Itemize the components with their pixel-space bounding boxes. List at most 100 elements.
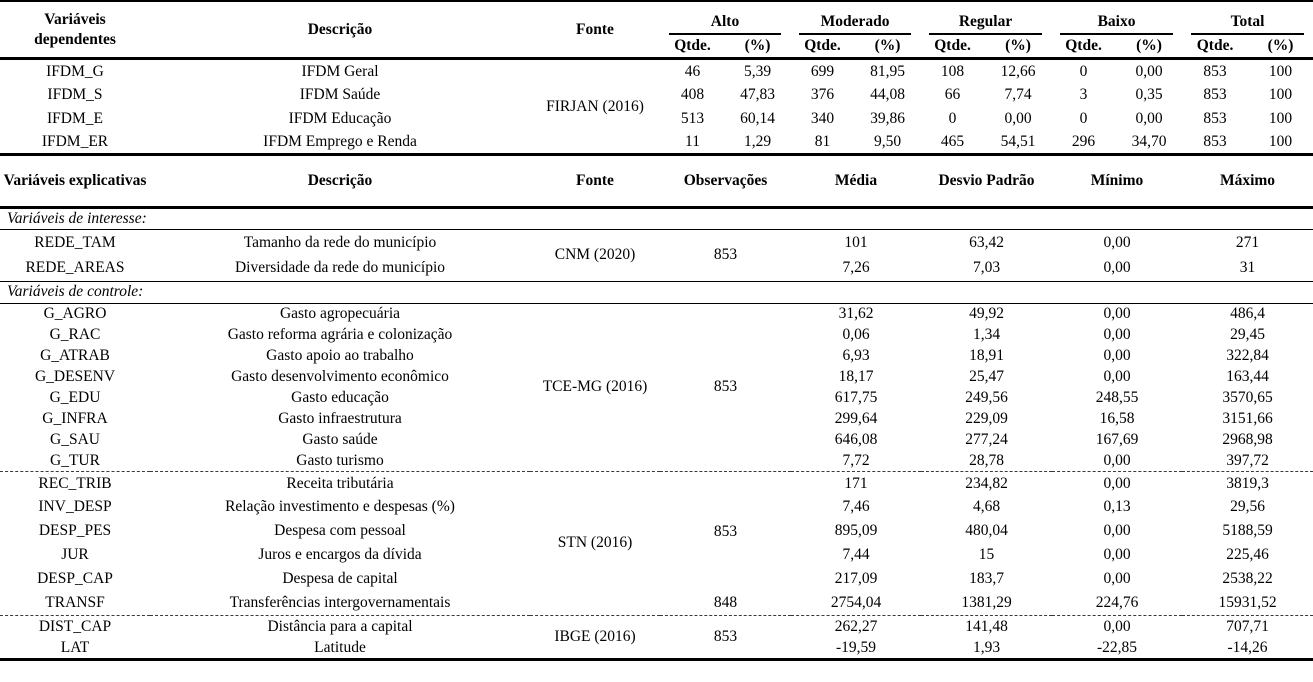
cell-source-merged: IBGE (2016) (554, 627, 636, 645)
cell-baixo-qty: 0 (1079, 62, 1088, 80)
t2-header: Variáveis explicativas Descrição Fonte O… (0, 156, 1313, 207)
cell-min: 0,00 (1103, 451, 1131, 469)
section-row-interesse: Variáveis de interesse: (0, 207, 1313, 229)
cell-alto-qty: 513 (680, 109, 705, 127)
t1-subheader-qty-regular: Qtde. (934, 37, 971, 55)
cell-min: 16,58 (1099, 409, 1135, 427)
cell-std: 277,24 (965, 430, 1008, 448)
cell-std: 141,48 (965, 617, 1008, 635)
t1-subheader-qty-moderado: Qtde. (804, 37, 841, 55)
cell-alto-pct: 5,39 (743, 62, 772, 80)
cell-variable: G_RAC (49, 325, 101, 343)
cell-min: 0,00 (1103, 522, 1131, 540)
cell-mean: 617,75 (834, 388, 878, 406)
table-row-desp-cap: DESP_CAP Despesa de capital 217,09 183,7… (0, 567, 1313, 591)
cell-total-qty: 853 (1203, 109, 1227, 127)
group-label-moderado: Moderado (799, 12, 912, 35)
cell-variable: G_TUR (50, 451, 100, 469)
cell-max: 3819,3 (1226, 474, 1269, 492)
cell-mean: 217,09 (834, 570, 878, 588)
table-row-g-desenv: G_DESENV Gasto desenvolvimento econômico… (0, 366, 1313, 387)
table-row-ifdm-g: IFDM_G IFDM Geral FIRJAN (2016) 46 5,39 … (0, 59, 1313, 115)
cell-variable: DESP_CAP (37, 570, 113, 588)
cell-min: 0,00 (1103, 325, 1131, 343)
cell-baixo-qty: 296 (1071, 133, 1096, 151)
cell-std: 249,56 (965, 388, 1008, 406)
cell-moderado-qty: 699 (810, 62, 835, 80)
cell-std: 1,93 (972, 638, 1001, 656)
cell-mean: 646,08 (834, 430, 878, 448)
t1-header: Variáveis dependentes Descrição Fonte Al… (0, 1, 1313, 59)
table-row-rec-trib: REC_TRIB Receita tributária STN (2016) 8… (0, 471, 1313, 552)
cell-alto-qty: 408 (680, 85, 705, 103)
t1-header-source: Fonte (576, 20, 614, 38)
t1-subheader-pct-total: (%) (1267, 37, 1294, 55)
cell-description: IFDM Educação (288, 109, 392, 127)
cell-regular-pct: 12,66 (1000, 62, 1036, 80)
cell-total-pct: 100 (1268, 133, 1293, 151)
t1-subheader-qty-alto: Qtde. (674, 37, 711, 55)
cell-moderado-qty: 81 (814, 133, 831, 151)
cell-observations-merged: 853 (713, 246, 738, 264)
cell-max: 31 (1239, 259, 1256, 277)
t2-header-source: Fonte (576, 172, 614, 190)
cell-total-pct: 100 (1268, 62, 1293, 80)
cell-mean: 7,46 (842, 498, 870, 516)
cell-min: 0,00 (1103, 233, 1131, 251)
cell-observations-merged: 853 (713, 627, 738, 645)
cell-regular-qty: 66 (944, 85, 961, 103)
cell-variable: IFDM_S (47, 85, 103, 103)
cell-std: 1381,29 (961, 594, 1012, 612)
cell-std: 183,7 (969, 570, 1004, 588)
section-label-interesse: Variáveis de interesse: (7, 209, 147, 227)
cell-std: 25,47 (969, 367, 1004, 385)
cell-description: Diversidade da rede do município (234, 259, 446, 277)
cell-total-pct: 100 (1268, 85, 1293, 103)
cell-min: 248,55 (1095, 388, 1139, 406)
cell-max: 163,44 (1226, 367, 1269, 385)
table-row-g-agro: G_AGRO Gasto agropecuária TCE-MG (2016) … (0, 303, 1313, 395)
cell-variable: REDE_TAM (34, 233, 116, 251)
cell-mean: 7,72 (842, 451, 870, 469)
t2-header-std: Desvio Padrão (938, 172, 1035, 190)
cell-variable: G_DESENV (34, 367, 116, 385)
cell-max: 3570,65 (1222, 388, 1273, 406)
cell-std: 1,34 (972, 325, 1001, 343)
table-row-ifdm-er: IFDM_ER IFDM Emprego e Renda 11 1,29 81 … (0, 131, 1313, 155)
cell-source-merged: STN (2016) (557, 534, 633, 552)
cell-variable: REDE_AREAS (25, 259, 125, 277)
t2-header-description: Descrição (307, 172, 373, 190)
cell-total-qty: 853 (1203, 85, 1227, 103)
table-row-lat: LAT Latitude -19,59 1,93 -22,85 -14,26 (0, 637, 1313, 659)
cell-max: -14,26 (1227, 638, 1268, 656)
section-row-controle: Variáveis de controle: (0, 281, 1313, 303)
cell-total-qty: 853 (1203, 62, 1227, 80)
cell-alto-pct: 47,83 (740, 85, 775, 103)
cell-description: Receita tributária (286, 474, 394, 492)
cell-total-qty: 853 (1203, 133, 1227, 151)
cell-baixo-pct: 34,70 (1131, 133, 1167, 151)
t1-header-group-regular: Regular (920, 1, 1051, 35)
table-row-g-edu: G_EDU Gasto educação 617,75 249,56 248,5… (0, 387, 1313, 408)
t1-header-description: Descrição (307, 20, 373, 38)
cell-moderado-qty: 376 (810, 85, 835, 103)
t1-header-variable: Variáveis dependentes (34, 11, 116, 48)
cell-regular-qty: 0 (948, 109, 957, 127)
cell-moderado-qty: 340 (810, 109, 835, 127)
cell-max: 2968,98 (1222, 430, 1273, 448)
table-row-g-sau: G_SAU Gasto saúde 646,08 277,24 167,69 2… (0, 429, 1313, 450)
cell-description: Despesa com pessoal (274, 522, 406, 540)
t1-subheader-pct-alto: (%) (744, 37, 771, 55)
cell-variable: G_INFRA (42, 409, 108, 427)
t2-header-variable: Variáveis explicativas (3, 172, 147, 190)
cell-variable: G_ATRAB (40, 346, 110, 364)
cell-std: 15 (978, 546, 995, 564)
cell-mean: 0,06 (842, 325, 870, 343)
cell-max: 3151,66 (1222, 409, 1273, 427)
cell-min: 0,00 (1103, 546, 1131, 564)
cell-moderado-pct: 44,08 (870, 85, 905, 103)
cell-moderado-pct: 81,95 (870, 62, 905, 80)
cell-description: Gasto turismo (296, 451, 384, 469)
cell-observations-merged: 853 (713, 378, 738, 396)
cell-min: 0,00 (1103, 617, 1131, 635)
